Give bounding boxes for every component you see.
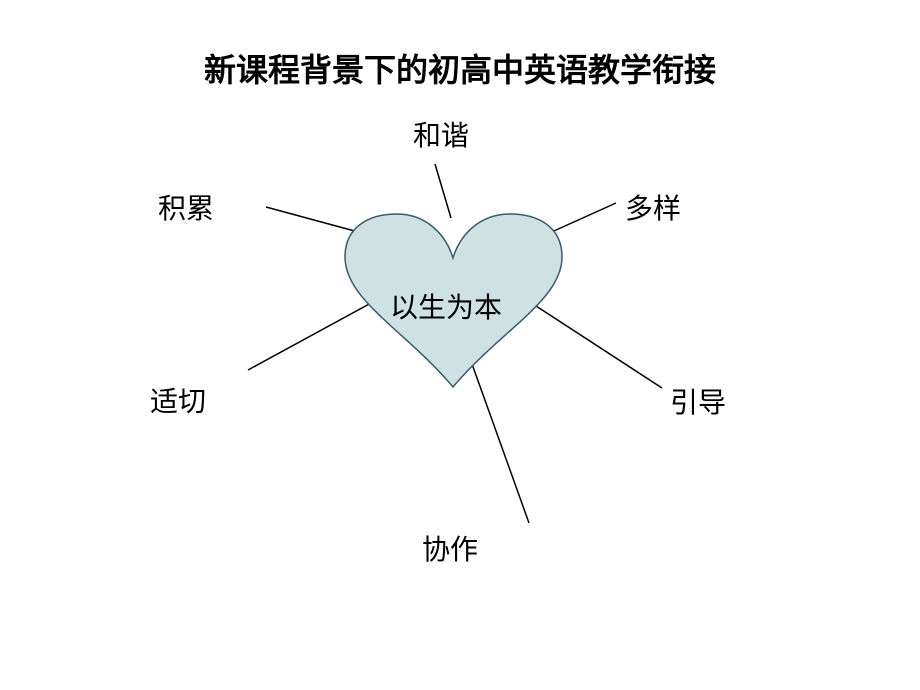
spoke-line-5 xyxy=(266,207,362,233)
page-title: 新课程背景下的初高中英语教学衔接 xyxy=(0,45,920,91)
spoke-line-4 xyxy=(248,303,371,370)
diagram-canvas xyxy=(0,0,920,690)
spoke-label-0: 和谐 xyxy=(413,114,469,154)
spoke-label-5: 积累 xyxy=(158,187,214,227)
spoke-line-2 xyxy=(533,304,662,388)
spoke-line-3 xyxy=(472,364,529,523)
spoke-line-1 xyxy=(545,203,616,235)
center-label: 以生为本 xyxy=(390,286,502,326)
spoke-label-4: 适切 xyxy=(150,380,206,420)
spoke-label-2: 引导 xyxy=(670,381,726,421)
spoke-label-3: 协作 xyxy=(422,528,478,568)
spoke-label-1: 多样 xyxy=(625,187,681,227)
spoke-line-0 xyxy=(435,164,451,218)
